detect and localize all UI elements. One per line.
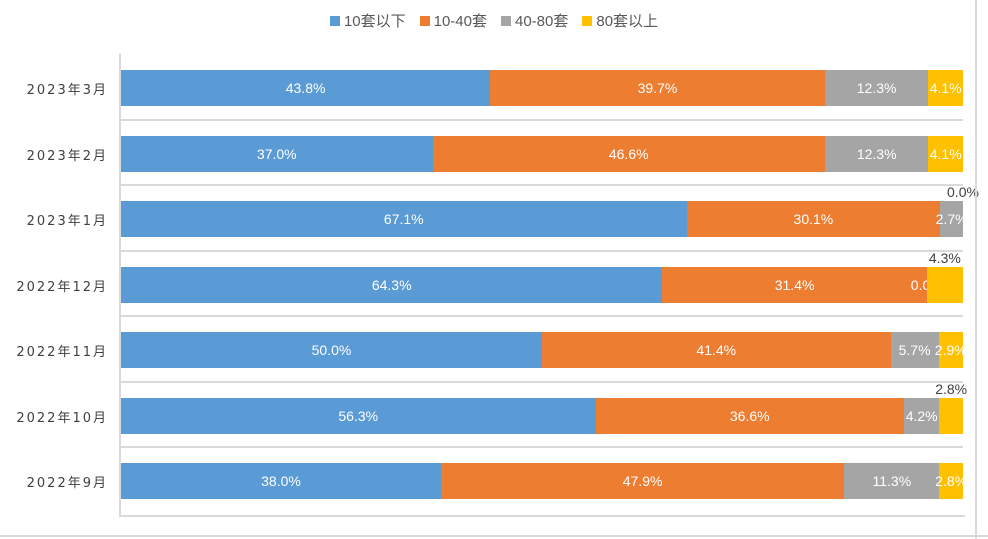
bar-row: 43.8% 39.7% 12.3% 4.1% [121,70,963,106]
data-label: 50.0% [311,342,352,358]
bar-row: 38.0% 47.9% 11.3% 2.8% [121,463,967,499]
bar-segment: 2.8% [935,463,967,499]
data-label: 39.7% [637,80,678,96]
legend-item: 80套以上 [582,10,658,31]
legend-label: 10-40套 [433,13,487,30]
row-separator [121,184,963,186]
bar-segment: 31.4% [662,266,927,303]
legend-item: 40-80套 [501,10,568,31]
category-label: 2023年2月 [26,148,108,164]
data-label: 2.9% [934,342,967,358]
bar-segment: 30.1% [686,201,941,237]
sheet-gridline [0,535,988,537]
legend-item: 10套以下 [329,10,406,31]
bar-segment: 38.0% [121,463,441,499]
data-label: 37.0% [256,145,297,162]
data-label: 2.7% [935,211,968,227]
category-label: 2022年12月 [16,279,108,295]
data-label: 38.0% [261,473,301,489]
bar-segment: 43.8% [121,70,491,106]
data-label: 2.8% [935,380,968,397]
bar-segment: 12.3% [824,70,929,106]
bar-segment: 2.9% [935,332,967,368]
category-label: 2023年1月 [26,214,108,229]
data-label: 4.1% [929,80,962,96]
data-label: 4.1% [929,145,962,162]
bar-segment: 56.3% [121,397,596,434]
data-label: 30.1% [793,211,834,227]
bar-row: 67.1% 30.1% 2.7% 0.0% [121,184,979,237]
bar-segment: 41.4% [542,332,891,368]
bar-segment: 4.3% [926,250,963,303]
bar-segment: 39.7% [490,70,825,106]
data-label: 56.3% [338,407,379,424]
legend-swatch [501,15,511,26]
legend-swatch [582,15,593,26]
data-label: 47.9% [622,473,663,489]
data-label: 4.3% [928,249,961,266]
data-label: 43.8% [285,80,326,96]
data-label: 36.6% [729,407,770,424]
data-label: 12.3% [856,80,897,96]
sheet-gridline [975,0,977,539]
data-label: 2.8% [935,473,968,489]
data-label: 4.2% [905,407,938,424]
category-label: 2022年11月 [16,345,108,360]
data-label: 41.4% [696,342,737,358]
row-separator [121,315,963,317]
data-label: 5.7% [898,342,931,358]
row-separator [121,446,963,448]
legend-swatch [329,15,340,26]
plot-area [119,54,965,517]
data-label: 46.6% [608,145,649,162]
bar-segment: 4.1% [928,70,963,106]
bar-segment: 2.7% [936,201,968,237]
bar-segment: 64.3% [121,266,663,303]
bar-row: 37.0% 46.6% 12.3% 4.1% [121,135,963,172]
bar-row: 56.3% 36.6% 4.2% 2.8% [121,381,967,434]
bar-segment: 11.3% [844,463,940,499]
bar-segment: 47.9% [440,463,845,499]
bar-segment: 46.6% [432,135,825,172]
legend-swatch [419,15,430,26]
bar-segment: 36.6% [595,397,904,434]
data-label: 0.0% [947,184,979,200]
data-label: 11.3% [872,473,912,489]
legend-item: 10-40套 [419,10,487,31]
data-label: 12.3% [856,145,897,162]
data-label: 31.4% [774,276,815,293]
data-label: 67.1% [383,211,424,227]
legend-label: 80套以上 [596,13,659,30]
chart-legend: 10套以下 10-40套 40-80套 80套以上 [0,10,988,31]
bar-segment: 12.3% [824,135,929,172]
row-separator [121,118,963,121]
bar-segment: 37.0% [121,135,433,172]
legend-label: 10套以下 [343,13,406,30]
category-label: 2023年3月 [26,83,108,98]
bar-segment: 5.7% [890,332,939,368]
bar-segment: 50.0% [121,332,542,368]
bar-segment: 67.1% [121,201,687,237]
category-label: 2022年10月 [16,410,108,426]
bar-segment: 4.1% [928,135,963,172]
bar-row: 64.3%31.4%0.0%4.3% [121,250,963,303]
category-label: 2022年9月 [26,476,108,491]
bar-segment: 4.2% [903,397,940,434]
data-label: 64.3% [371,276,412,293]
row-separator [121,380,963,383]
legend-label: 40-80套 [515,13,569,30]
bar-segment: 2.8% [935,381,967,434]
row-separator [121,249,963,252]
bar-row: 50.0% 41.4% 5.7% 2.9% [121,332,967,368]
